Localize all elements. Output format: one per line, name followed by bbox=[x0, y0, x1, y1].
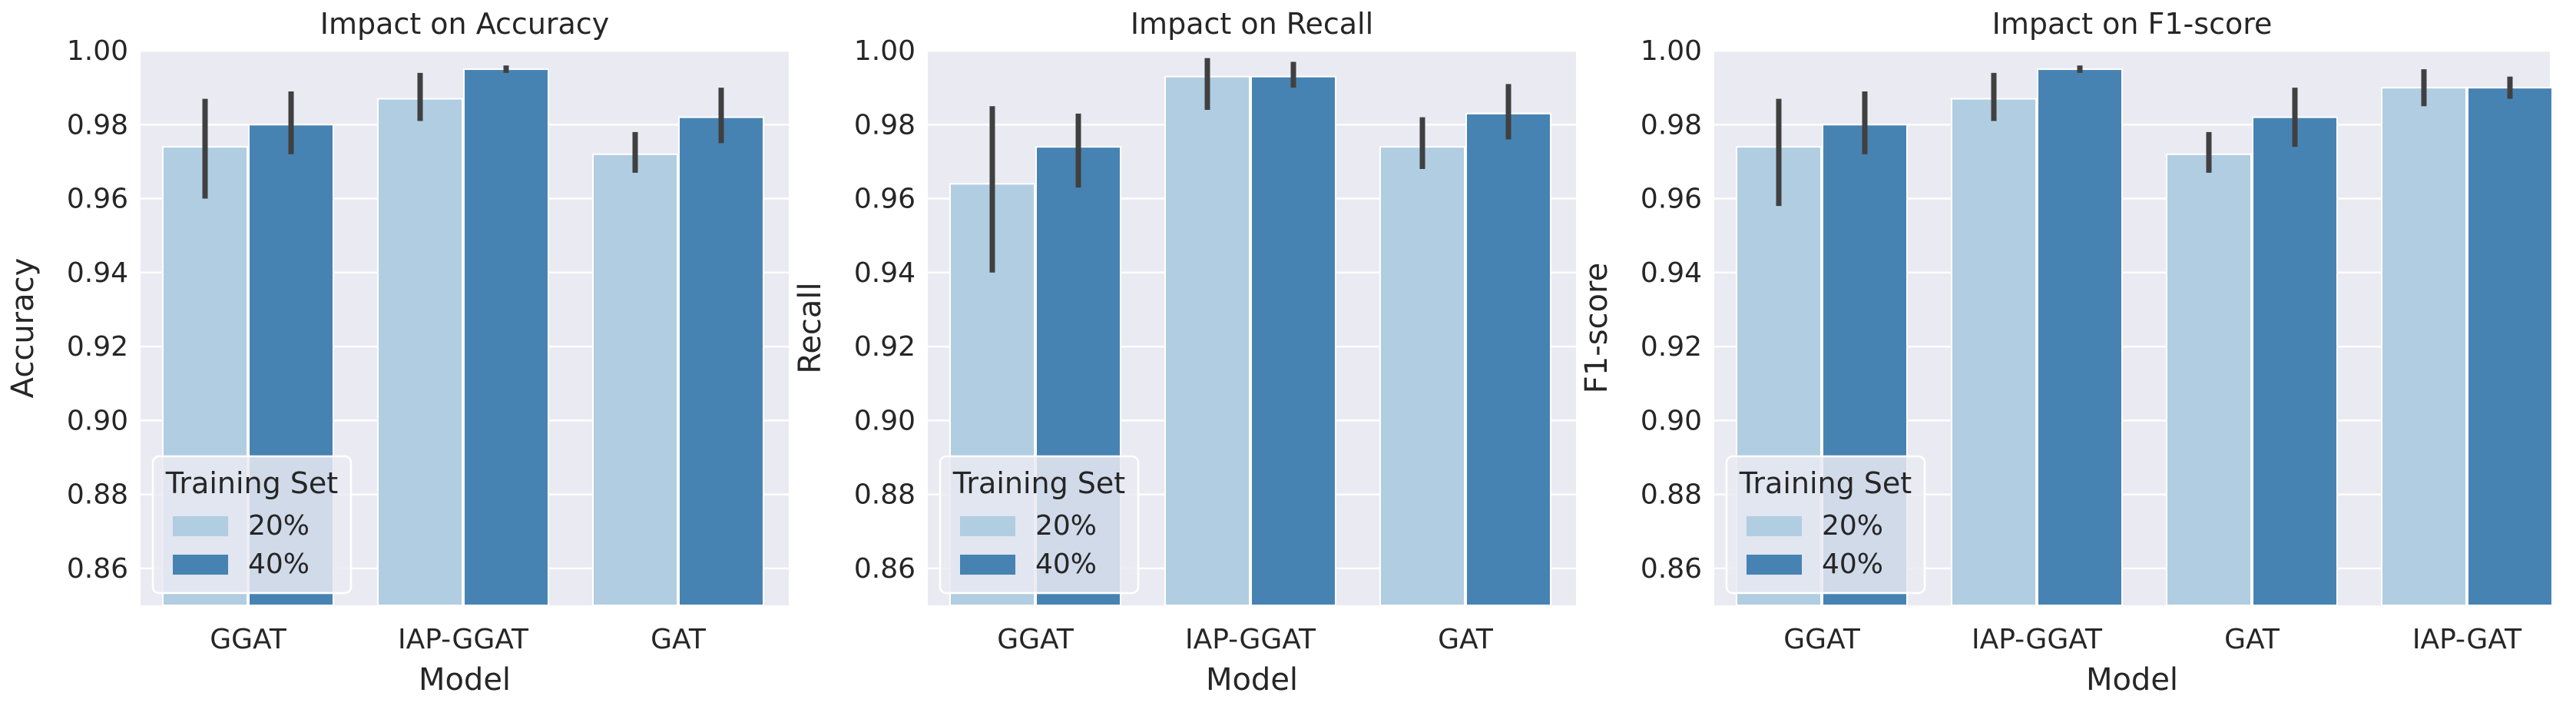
x-tick-label: IAP-GGAT bbox=[1185, 624, 1316, 655]
bar-gat-20pct bbox=[1379, 146, 1465, 606]
chart-panel-1: 0.86 0.88 0.90 0.92 0.94 0.96 0.98 1.00 GGAT IAP-… bbox=[5, 7, 789, 698]
y-tick-label: 0.86 bbox=[1641, 553, 1702, 585]
legend-swatch-40pct bbox=[173, 555, 228, 575]
x-tick-label: IAP-GGAT bbox=[398, 624, 529, 655]
bar-gat-40pct bbox=[1465, 112, 1551, 606]
x-tick-label: GGAT bbox=[1783, 624, 1861, 655]
y-tick-label: 0.94 bbox=[854, 257, 916, 289]
y-axis-label: Recall bbox=[793, 282, 828, 373]
legend: Training Set 20% 40% bbox=[1725, 455, 1926, 595]
legend-swatch-40pct bbox=[1747, 555, 1802, 575]
x-axis-label: Model bbox=[419, 662, 511, 698]
bar-iap-ggat-20pct bbox=[1951, 98, 2037, 607]
y-axis-label: F1-score bbox=[1579, 263, 1614, 393]
y-tick-label: 0.90 bbox=[1641, 405, 1702, 436]
legend-label: 40% bbox=[1822, 549, 1883, 580]
y-tick-label: 0.96 bbox=[854, 184, 916, 215]
legend-title: Training Set bbox=[165, 466, 338, 500]
y-tick-label: 0.88 bbox=[67, 479, 128, 511]
legend-swatch-20pct bbox=[173, 516, 228, 536]
chart-panel-2: 0.86 0.88 0.90 0.92 0.94 0.96 0.98 1.00 GGAT IAP-… bbox=[793, 7, 1576, 698]
x-tick-label: IAP-GAT bbox=[2412, 624, 2522, 655]
x-tick-label: GAT bbox=[651, 624, 707, 655]
legend-label: 20% bbox=[1822, 510, 1883, 542]
bar-iap-ggat-20pct bbox=[1164, 75, 1250, 606]
bar-iap-ggat-40pct bbox=[1250, 75, 1336, 606]
x-tick-label: GAT bbox=[2224, 624, 2280, 655]
legend: Training Set 20% 40% bbox=[939, 455, 1140, 595]
legend-label: 40% bbox=[1035, 549, 1097, 580]
y-tick-label: 1.00 bbox=[67, 35, 128, 67]
legend: Training Set 20% 40% bbox=[151, 455, 353, 595]
bar-gat-20pct bbox=[592, 153, 678, 607]
chart-title: Impact on Accuracy bbox=[320, 7, 609, 41]
chart-title: Impact on Recall bbox=[1131, 7, 1373, 41]
bar-iap-gat-20pct bbox=[2381, 87, 2467, 606]
legend-swatch-20pct bbox=[960, 516, 1015, 536]
legend-swatch-20pct bbox=[1747, 516, 1802, 536]
legend-title: Training Set bbox=[952, 466, 1125, 500]
y-tick-label: 0.94 bbox=[67, 257, 128, 289]
bar-iap-gat-40pct bbox=[2467, 87, 2553, 606]
y-tick-label: 0.92 bbox=[1641, 331, 1702, 363]
x-tick-label: GAT bbox=[1438, 624, 1494, 655]
bar-gat-40pct bbox=[2252, 116, 2338, 606]
y-tick-label: 0.94 bbox=[1641, 257, 1702, 289]
legend-label: 40% bbox=[248, 549, 310, 580]
y-tick-label: 0.92 bbox=[854, 331, 916, 363]
y-tick-label: 1.00 bbox=[1641, 35, 1702, 67]
y-tick-label: 0.86 bbox=[67, 553, 128, 585]
x-tick-label: GGAT bbox=[210, 624, 287, 655]
y-tick-label: 0.92 bbox=[67, 331, 128, 363]
x-axis-label: Model bbox=[1206, 662, 1298, 698]
y-tick-label: 0.96 bbox=[1641, 184, 1702, 215]
y-tick-label: 0.88 bbox=[1641, 479, 1702, 511]
y-tick-label: 0.98 bbox=[1641, 109, 1702, 141]
chart-title: Impact on F1-score bbox=[1992, 7, 2273, 41]
x-tick-label: IAP-GGAT bbox=[1972, 624, 2103, 655]
legend-label: 20% bbox=[248, 510, 310, 542]
chart-panel-3: 0.86 0.88 0.90 0.92 0.94 0.96 0.98 1.00 GGAT IAP-… bbox=[1579, 7, 2553, 698]
bar-iap-ggat-20pct bbox=[377, 98, 463, 607]
legend-swatch-40pct bbox=[960, 555, 1015, 575]
legend-label: 20% bbox=[1035, 510, 1097, 542]
y-tick-label: 1.00 bbox=[854, 35, 916, 67]
legend-title: Training Set bbox=[1739, 466, 1912, 500]
y-tick-label: 0.88 bbox=[854, 479, 916, 511]
bar-iap-ggat-40pct bbox=[2037, 68, 2123, 607]
y-tick-label: 0.96 bbox=[67, 184, 128, 215]
y-axis-label: Accuracy bbox=[5, 258, 41, 399]
bar-iap-ggat-40pct bbox=[463, 68, 549, 607]
x-axis-label: Model bbox=[2086, 662, 2178, 698]
y-tick-label: 0.98 bbox=[67, 109, 128, 141]
bar-gat-20pct bbox=[2166, 153, 2252, 607]
x-tick-label: GGAT bbox=[997, 624, 1074, 655]
y-tick-label: 0.90 bbox=[854, 405, 916, 436]
y-tick-label: 0.90 bbox=[67, 405, 128, 436]
y-tick-label: 0.98 bbox=[854, 109, 916, 141]
y-tick-label: 0.86 bbox=[854, 553, 916, 585]
bar-gat-40pct bbox=[678, 116, 764, 606]
